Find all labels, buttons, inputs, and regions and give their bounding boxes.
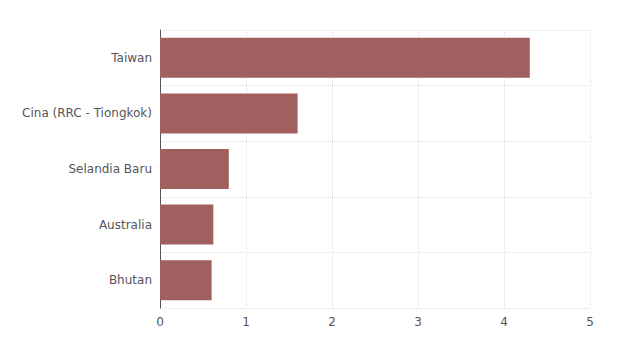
svg-text:5: 5 — [586, 315, 594, 329]
svg-text:3: 3 — [414, 315, 422, 329]
svg-text:Selandia Baru: Selandia Baru — [68, 162, 152, 176]
svg-text:4: 4 — [500, 315, 508, 329]
svg-text:Bhutan: Bhutan — [109, 273, 152, 287]
svg-text:Taiwan: Taiwan — [110, 51, 152, 65]
svg-text:Cina (RRC - Tiongkok): Cina (RRC - Tiongkok) — [22, 106, 152, 120]
svg-text:2: 2 — [328, 315, 336, 329]
svg-text:1: 1 — [242, 315, 250, 329]
svg-text:0: 0 — [156, 315, 164, 329]
svg-text:Australia: Australia — [99, 218, 152, 232]
